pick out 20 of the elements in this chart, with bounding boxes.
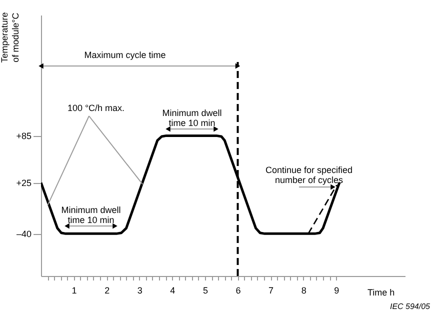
y-tick-label: –40: [16, 229, 32, 240]
x-tick-label: 2: [104, 286, 110, 296]
annotation: Continue for specified number of cycles: [265, 165, 353, 185]
y-tick-label: +85: [16, 131, 32, 142]
annotation: Minimum dwell time 10 min: [162, 108, 222, 128]
y-tick-label: +25: [16, 178, 32, 188]
y-axis-title: Temperature of module°C: [0, 12, 20, 63]
annotation: Minimum dwell time 10 min: [61, 205, 121, 225]
x-tick-label: 6: [236, 286, 241, 296]
x-tick-label: 8: [301, 286, 306, 296]
x-tick-label: 9: [334, 286, 340, 296]
x-tick-label: 7: [268, 286, 274, 296]
x-tick-label: 4: [170, 286, 176, 296]
x-tick-label: 1: [72, 286, 77, 296]
x-tick-label: 3: [137, 286, 142, 296]
annotation: 100 °C/h max.: [67, 103, 125, 113]
annotation: Maximum cycle time: [84, 50, 166, 60]
x-axis-title: Time h: [368, 288, 395, 298]
x-tick-label: 5: [202, 286, 208, 296]
text: IEC 594/05: [390, 302, 431, 311]
